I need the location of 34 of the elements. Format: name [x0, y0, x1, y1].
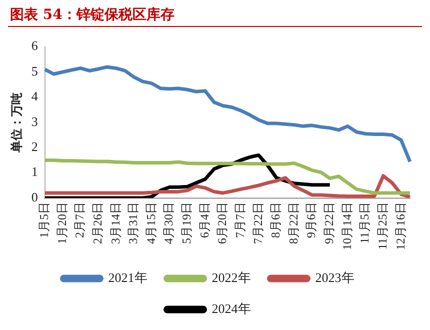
- x-tick-label: 2月7日: [72, 202, 87, 238]
- y-tick-label: 5: [31, 63, 38, 78]
- x-tick-label: 7月22日: [250, 202, 265, 244]
- x-tick-label: 4月30日: [162, 202, 176, 244]
- y-tick-label: 6: [31, 38, 38, 54]
- x-tick-label: 9月22日: [322, 202, 336, 244]
- legend-label: 2021年: [108, 270, 148, 285]
- x-tick-label: 1月20日: [54, 202, 69, 244]
- x-tick-label: 1月5日: [37, 202, 52, 238]
- legend-label: 2022年: [212, 270, 251, 285]
- x-tick-label: 3月14日: [108, 202, 122, 244]
- y-tick-label: 3: [31, 114, 38, 129]
- y-axis-title: 单位：万吨: [9, 92, 24, 154]
- x-tick-label: 2月26日: [90, 202, 104, 244]
- x-tick-label: 12月16日: [393, 202, 408, 250]
- y-tick-label: 4: [31, 88, 38, 104]
- x-tick-label: 7月7日: [232, 202, 247, 238]
- x-tick-label: 11月5日: [358, 202, 372, 244]
- x-tick-label: 8月6日: [268, 202, 283, 238]
- x-tick-label: 6月20日: [215, 202, 230, 244]
- chart-title: 图表 54：锌锭保税区库存: [10, 6, 174, 24]
- y-tick-label: 2: [31, 139, 38, 154]
- y-tick-label: 1: [31, 164, 38, 180]
- x-tick-label: 3月31日: [126, 202, 140, 244]
- x-tick-label: 8月22日: [286, 202, 300, 244]
- x-tick-label: 11月25日: [375, 202, 390, 250]
- x-tick-label: 5月19日: [180, 202, 194, 244]
- x-tick-label: 9月6日: [304, 202, 318, 238]
- legend-label: 2023年: [315, 270, 354, 285]
- x-tick-label: 4月15日: [144, 202, 158, 244]
- x-tick-label: 6月4日: [197, 202, 212, 238]
- x-tick-label: 10月14日: [340, 202, 354, 250]
- y-tick-label: 0: [31, 189, 38, 204]
- legend-label: 2024年: [212, 300, 251, 316]
